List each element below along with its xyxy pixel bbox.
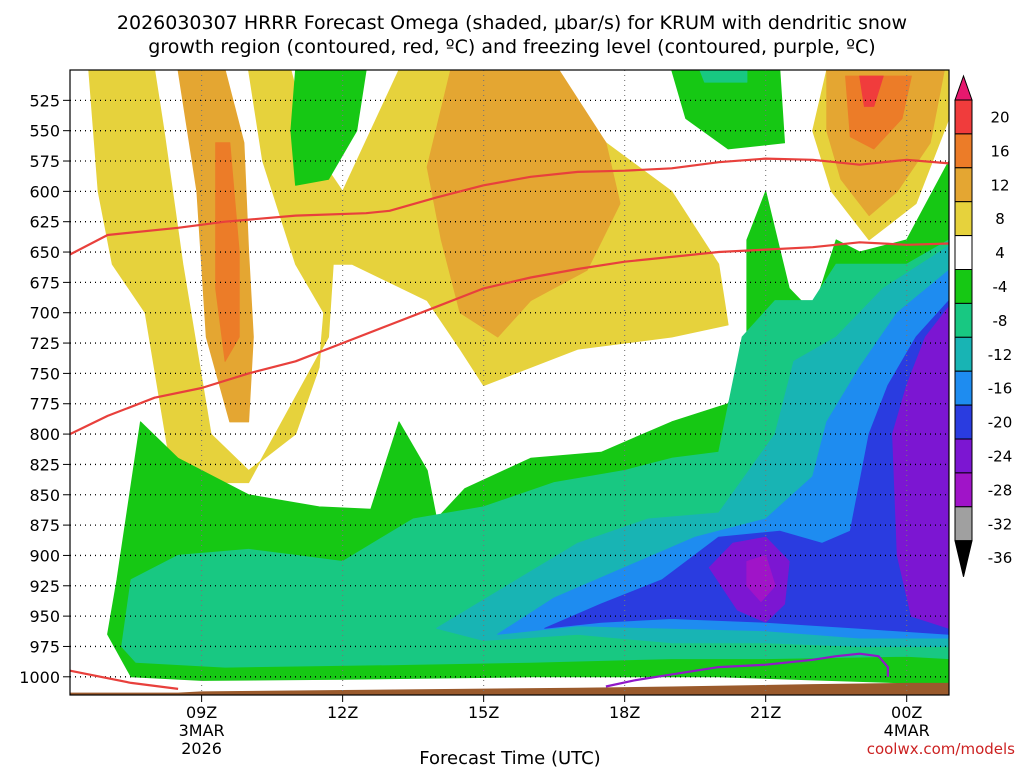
x-tick-label-5-0: 00Z <box>891 703 922 722</box>
y-tick-label-6: 675 <box>29 273 60 292</box>
x-axis-title: Forecast Time (UTC) <box>419 748 600 768</box>
y-tick-label-0: 525 <box>29 91 60 110</box>
omega-region-10 <box>699 69 748 83</box>
y-tick-label-2: 575 <box>29 152 60 171</box>
colorbar-label-11: -28 <box>988 481 1013 499</box>
y-tick-label-13: 850 <box>29 486 60 505</box>
colorbar-swatch-1 <box>954 99 973 135</box>
freezing-level-contour <box>605 652 890 688</box>
omega-region-5 <box>215 142 240 362</box>
credit-text: coolwx.com/models <box>867 740 1015 758</box>
contour-lines <box>69 157 950 690</box>
terrain-fill <box>70 682 949 695</box>
grid-lines <box>70 70 949 695</box>
x-tick-label-4-0: 21Z <box>750 703 781 722</box>
colorbar-swatch-13 <box>954 506 973 542</box>
colorbar-swatch-11 <box>954 438 973 474</box>
colorbar-swatch-10 <box>954 404 973 440</box>
chart-title-line1: 2026030307 HRRR Forecast Omega (shaded, … <box>117 12 907 34</box>
colorbar-swatch-3 <box>954 167 973 203</box>
colorbar-bottom-arrow <box>954 540 973 577</box>
colorbar: 20 16 12 8 4 -4 -8 -12 -16 -20 -24 -28 -32 -36 <box>954 74 1013 577</box>
chart-title-line2: growth region (contoured, red, ºC) and f… <box>148 36 875 58</box>
colorbar-swatch-8 <box>954 336 973 372</box>
colorbar-label-13: -36 <box>988 549 1013 567</box>
y-tick-label-9: 750 <box>29 364 60 383</box>
x-tick-label-1-0: 12Z <box>327 703 358 722</box>
colorbar-label-3: 8 <box>995 210 1005 228</box>
colorbar-swatch-2 <box>954 133 973 169</box>
y-tick-label-11: 800 <box>29 425 60 444</box>
terrain-layer <box>70 682 949 695</box>
dgz-contour-1 <box>69 241 950 436</box>
plot-frame <box>69 69 950 696</box>
colorbar-top-arrow <box>954 74 973 101</box>
y-tick-label-16: 925 <box>29 577 60 596</box>
colorbar-label-6: -8 <box>993 312 1008 330</box>
colorbar-swatch-5 <box>954 235 973 271</box>
omega-region-18 <box>746 554 776 603</box>
y-tick-label-4: 625 <box>29 213 60 232</box>
omega-region-7 <box>859 75 884 107</box>
colorbar-label-9: -20 <box>988 414 1013 432</box>
dgz-contour-0 <box>69 157 950 256</box>
colorbar-label-12: -32 <box>988 515 1013 533</box>
y-tick-label-12: 825 <box>29 455 60 474</box>
y-axis: 525 550 575 600 625 650 675 700 725 750 775 800 825 8… <box>19 91 70 687</box>
colorbar-label-2: 12 <box>990 176 1009 194</box>
x-tick-label-3-0: 18Z <box>609 703 640 722</box>
colorbar-label-7: -12 <box>988 346 1013 364</box>
y-tick-label-18: 975 <box>29 637 60 656</box>
y-tick-label-5: 650 <box>29 243 60 262</box>
plot-area <box>69 69 950 696</box>
y-tick-label-8: 725 <box>29 334 60 353</box>
y-tick-label-19: 1000 <box>19 668 60 687</box>
colorbar-label-0: 20 <box>990 109 1009 127</box>
colorbar-label-4: 4 <box>995 244 1005 262</box>
y-tick-label-1: 550 <box>29 122 60 141</box>
colorbar-swatch-12 <box>954 472 973 508</box>
x-tick-label-0-2: 2026 <box>181 739 222 758</box>
omega-region-15 <box>544 300 950 635</box>
x-tick-label-2-0: 15Z <box>468 703 499 722</box>
colorbar-label-10: -24 <box>988 448 1013 466</box>
colorbar-swatch-4 <box>954 201 973 237</box>
x-tick-label-0-1: 3MAR <box>179 721 225 740</box>
colorbar-label-5: -4 <box>993 278 1008 296</box>
colorbar-label-8: -16 <box>988 380 1013 398</box>
colorbar-label-1: 16 <box>990 142 1009 160</box>
y-tick-label-7: 700 <box>29 304 60 323</box>
y-tick-label-17: 950 <box>29 607 60 626</box>
y-tick-label-10: 775 <box>29 395 60 414</box>
colorbar-swatch-6 <box>954 269 973 304</box>
dgz-contour-2 <box>69 669 179 690</box>
colorbar-swatch-9 <box>954 370 973 406</box>
x-tick-label-5-1: 4MAR <box>884 721 930 740</box>
y-tick-label-15: 900 <box>29 546 60 565</box>
y-tick-label-3: 600 <box>29 182 60 201</box>
colorbar-swatch-7 <box>954 302 973 338</box>
x-tick-label-0-0: 09Z <box>186 703 217 722</box>
y-tick-label-14: 875 <box>29 516 60 535</box>
